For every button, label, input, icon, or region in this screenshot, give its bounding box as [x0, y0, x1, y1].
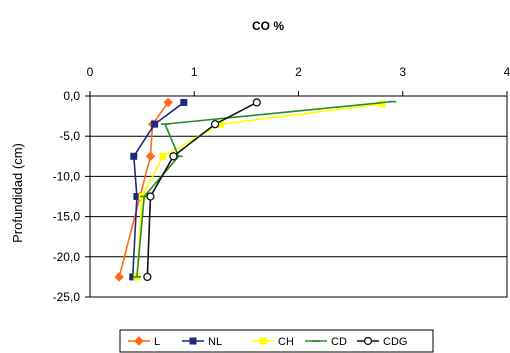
legend: L NL CH CD CDG [128, 336, 407, 348]
point-ch-2 [159, 152, 167, 160]
point-cdg-4 [143, 272, 152, 282]
series-line-nl [131, 101, 185, 277]
x-tick-label-3: 3 [399, 65, 406, 79]
legend-swatch-marker [259, 337, 267, 345]
legend-item-cdg: CDG [357, 336, 407, 348]
y-tick-label-2: -10,0 [53, 169, 81, 183]
y-tick-label-5: -25,0 [53, 290, 81, 304]
y-axis-label: Profundidad (cm) [10, 143, 25, 243]
series-cd [132, 100, 397, 278]
legend-item-nl: NL [182, 336, 222, 348]
point-cdg-3 [146, 192, 155, 201]
x-tick-label-1: 1 [191, 65, 198, 79]
legend-item-cd: CD [305, 336, 347, 348]
point-cdg-1 [210, 119, 220, 129]
point-l-4 [114, 272, 124, 282]
point-nl-0 [180, 98, 188, 106]
series-ch [133, 100, 386, 281]
series-line-cdg [146, 101, 258, 277]
legend-label-cd: CD [331, 336, 347, 348]
legend-label-l: L [154, 336, 160, 348]
series-group [114, 97, 397, 282]
point-nl-2 [130, 152, 138, 160]
series-l [114, 97, 173, 282]
series-line-cd [136, 100, 393, 277]
y-axis-ticks: 0,0 -5,0 -10,0 -15,0 -20,0 -25,0 [53, 89, 90, 304]
legend-label-cdg: CDG [383, 336, 407, 348]
y-tick-label-4: -20,0 [53, 250, 81, 264]
point-cdg-2 [169, 152, 178, 161]
legend-swatch-marker [189, 337, 197, 345]
legend-item-ch: CH [252, 336, 294, 348]
series-line-ch [136, 103, 382, 277]
legend-item-l: L [128, 336, 160, 348]
x-tick-label-4: 4 [504, 65, 510, 79]
legend-label-nl: NL [208, 336, 222, 348]
legend-label-ch: CH [278, 336, 294, 348]
x-tick-label-2: 2 [295, 65, 302, 79]
series-cdg [143, 98, 261, 282]
x-axis-ticks: 0 1 2 3 4 [87, 65, 510, 96]
x-tick-label-0: 0 [87, 65, 94, 79]
point-cdg-0 [252, 98, 261, 107]
series-line-l [118, 101, 169, 278]
legend-box [119, 329, 434, 353]
point-nl-1 [151, 120, 159, 128]
y-tick-label-3: -15,0 [53, 210, 81, 224]
point-ch-0 [378, 100, 386, 108]
legend-swatch-marker [134, 336, 144, 346]
series-nl [129, 98, 188, 281]
y-tick-label-0: 0,0 [63, 89, 80, 103]
point-l-0 [163, 97, 173, 108]
y-tick-label-1: -5,0 [59, 129, 80, 143]
point-l-2 [145, 151, 156, 162]
plot-area [89, 95, 508, 298]
legend-swatch-marker [363, 336, 373, 346]
chart-title: CO % [252, 19, 284, 33]
